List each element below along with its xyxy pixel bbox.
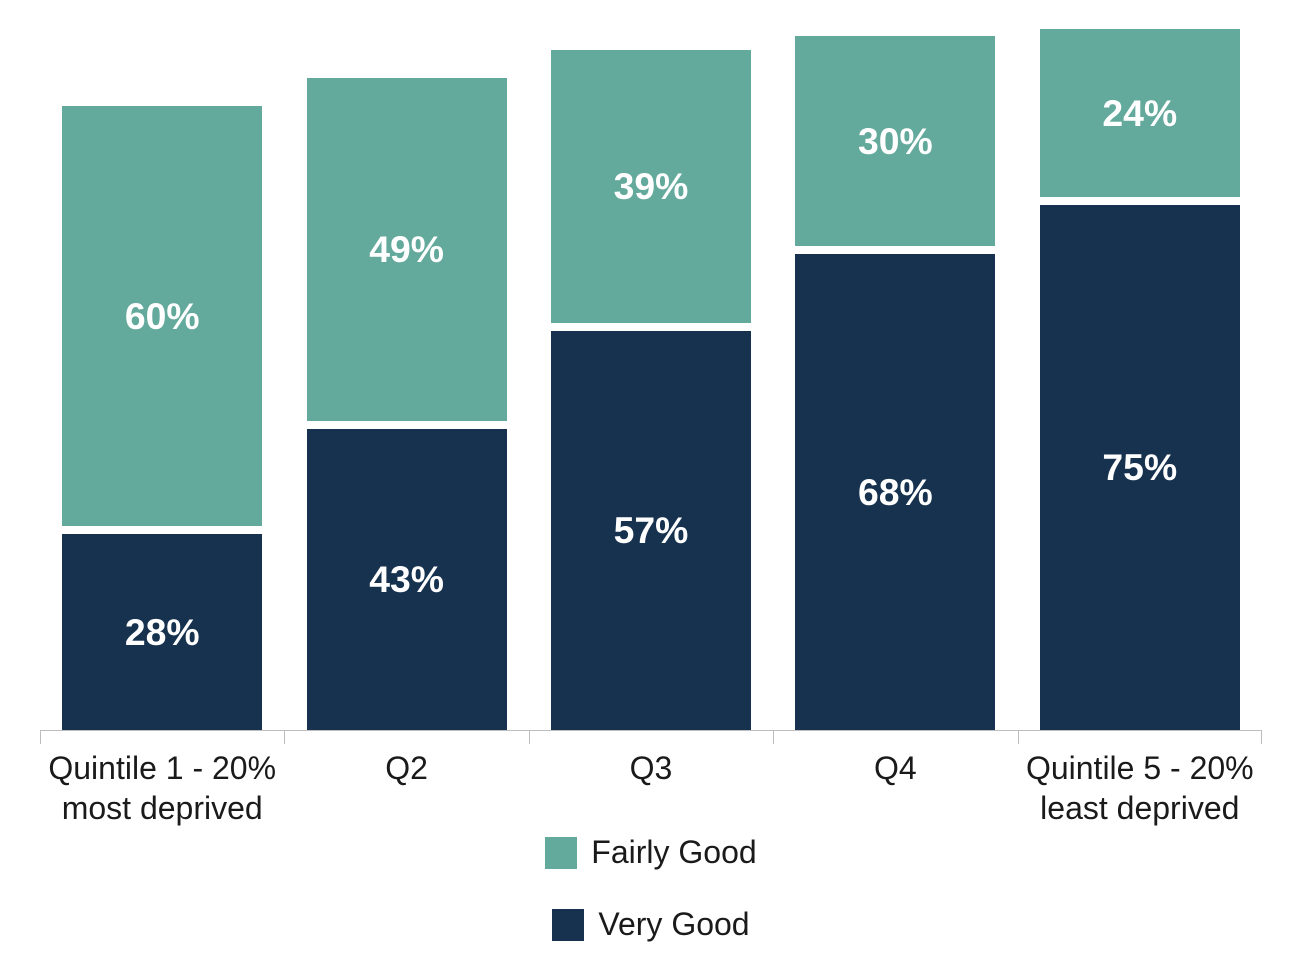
segment-very-good: 43% — [307, 429, 507, 730]
stacked-bar-chart: 28%60%43%49%57%39%68%30%75%24% Quintile … — [0, 0, 1302, 966]
bar-group: 68%30% — [773, 30, 1017, 730]
x-axis-tick — [284, 730, 285, 744]
x-axis-line — [40, 730, 1262, 731]
bar-stack: 57%39% — [551, 58, 751, 730]
segment-very-good: 68% — [795, 254, 995, 730]
bar-group: 28%60% — [40, 30, 284, 730]
legend-row-fairly-good: Fairly Good — [0, 834, 1302, 871]
x-axis-tick — [773, 730, 774, 744]
legend-row-very-good: Very Good — [0, 906, 1302, 943]
x-axis-tick — [1018, 730, 1019, 744]
bar-group: 75%24% — [1018, 30, 1262, 730]
segment-fairly-good: 39% — [551, 50, 751, 323]
legend-swatch-fairly-good — [545, 837, 577, 869]
segment-very-good: 28% — [62, 534, 262, 730]
x-axis-tick — [40, 730, 41, 744]
bar-stack: 28%60% — [62, 114, 262, 730]
segment-fairly-good: 49% — [307, 78, 507, 421]
x-axis-label: Quintile 1 - 20% most deprived — [40, 748, 284, 828]
bar-group: 57%39% — [529, 30, 773, 730]
x-axis-label: Q3 — [529, 748, 773, 788]
plot-area: 28%60%43%49%57%39%68%30%75%24% — [40, 30, 1262, 730]
segment-fairly-good: 60% — [62, 106, 262, 526]
legend-label-fairly-good: Fairly Good — [591, 834, 756, 871]
bar-stack: 43%49% — [307, 86, 507, 730]
x-axis-label: Quintile 5 - 20% least deprived — [1018, 748, 1262, 828]
bar-stack: 68%30% — [795, 44, 995, 730]
segment-fairly-good: 24% — [1040, 29, 1240, 197]
segment-very-good: 75% — [1040, 205, 1240, 730]
bar-group: 43%49% — [284, 30, 528, 730]
x-axis-label: Q2 — [284, 748, 528, 788]
legend-swatch-very-good — [552, 909, 584, 941]
x-axis-tick — [1261, 730, 1262, 744]
segment-fairly-good: 30% — [795, 36, 995, 246]
legend-label-very-good: Very Good — [598, 906, 749, 943]
bar-stack: 75%24% — [1040, 37, 1240, 730]
x-axis-label: Q4 — [773, 748, 1017, 788]
segment-very-good: 57% — [551, 331, 751, 730]
x-axis-tick — [529, 730, 530, 744]
